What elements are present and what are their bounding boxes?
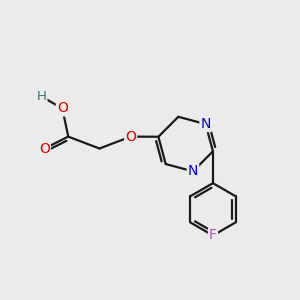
Text: O: O <box>57 101 68 116</box>
Text: H: H <box>37 90 46 103</box>
Text: O: O <box>39 142 50 155</box>
Text: N: N <box>200 117 211 131</box>
Text: F: F <box>209 229 217 242</box>
Text: O: O <box>125 130 136 144</box>
Text: N: N <box>188 164 198 178</box>
